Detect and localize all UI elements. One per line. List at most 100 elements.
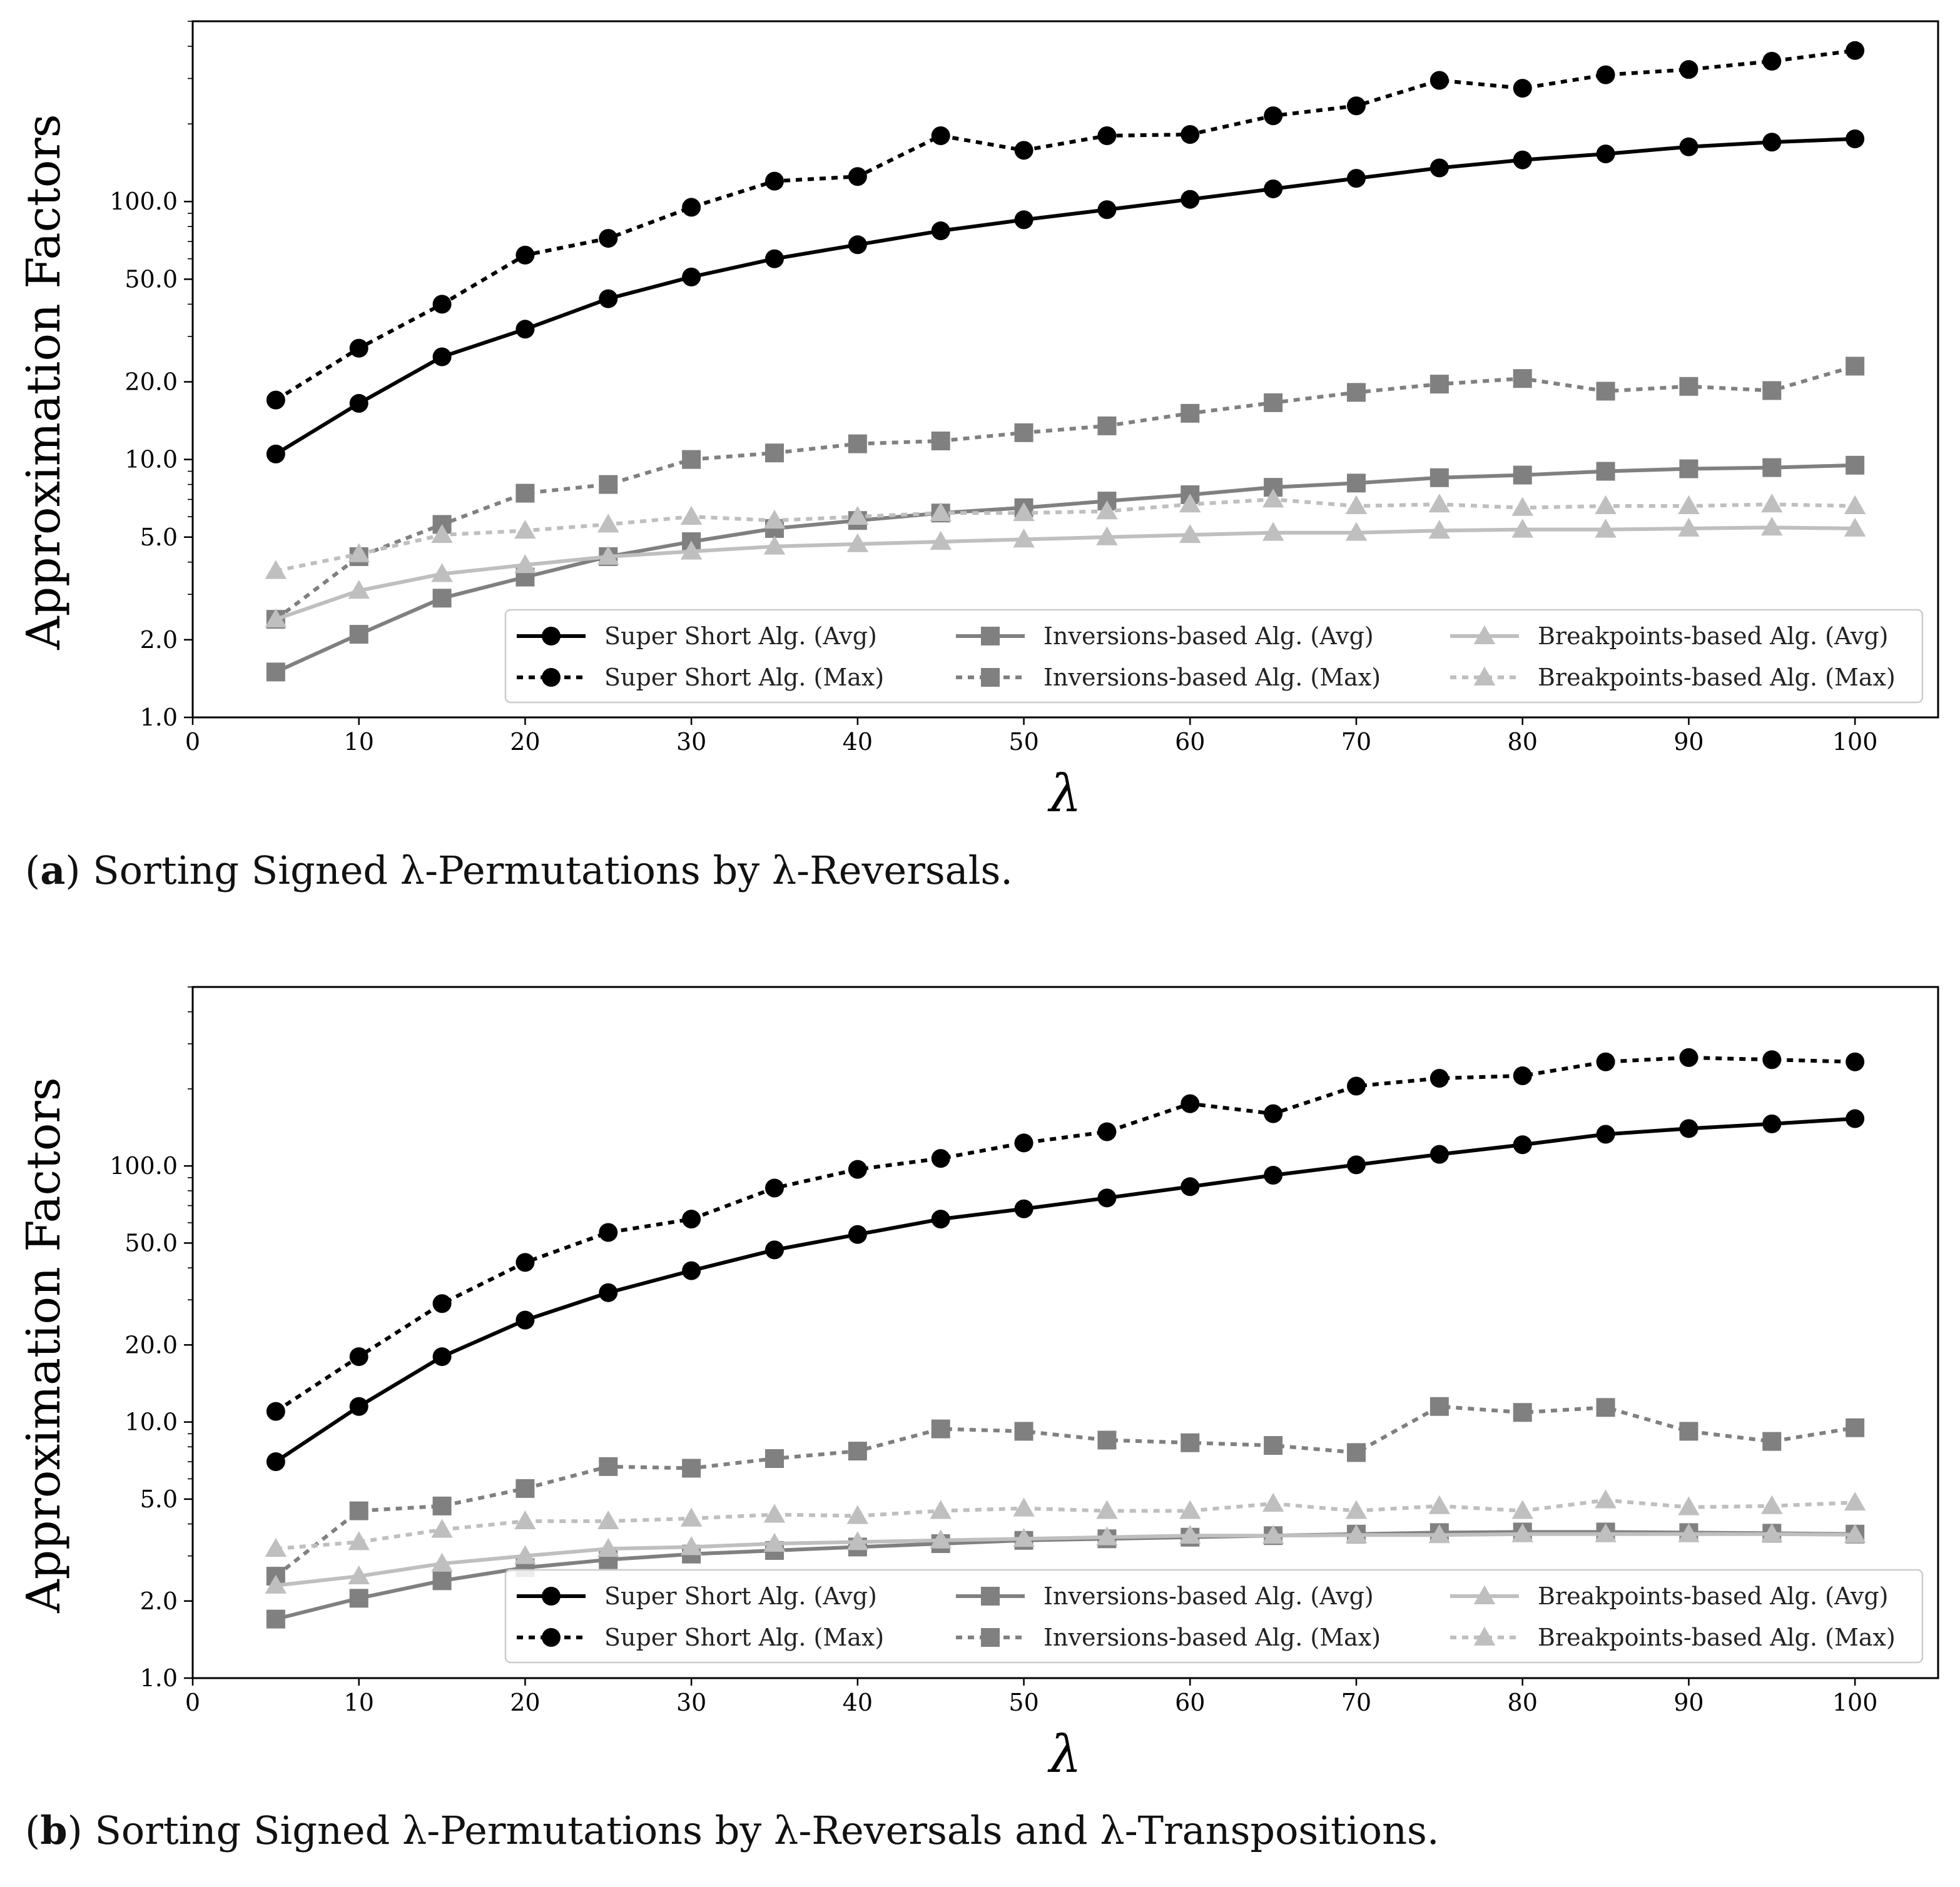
x-tick-label: 20 xyxy=(510,728,540,756)
y-axis-label: Approximation Factors xyxy=(17,114,71,650)
data-point xyxy=(682,450,701,469)
data-point xyxy=(1262,1524,1284,1544)
legend-label: Breakpoints-based Alg. (Max) xyxy=(1538,664,1896,691)
y-tick-label: 1.0 xyxy=(140,704,178,731)
data-point xyxy=(930,1500,952,1519)
data-point xyxy=(1596,1398,1615,1417)
x-tick-label: 20 xyxy=(510,1689,540,1716)
data-point xyxy=(349,625,368,644)
data-point xyxy=(848,1160,867,1179)
data-point xyxy=(515,1253,535,1272)
data-point xyxy=(1596,1125,1615,1144)
data-point xyxy=(1844,517,1866,537)
data-point xyxy=(1511,497,1533,516)
legend-marker xyxy=(981,627,1000,645)
data-point xyxy=(1096,1526,1118,1546)
data-point xyxy=(599,1283,618,1302)
x-tick-label: 0 xyxy=(185,728,200,756)
data-point xyxy=(431,524,453,544)
data-point xyxy=(1846,1052,1865,1071)
series-line xyxy=(275,1532,1856,1587)
y-axis-label: Approximation Factors xyxy=(17,1077,71,1613)
data-point xyxy=(848,1225,867,1244)
data-point xyxy=(1347,169,1366,188)
data-point xyxy=(1345,495,1368,514)
data-point xyxy=(514,1545,536,1564)
data-point xyxy=(1511,1500,1533,1519)
data-point xyxy=(848,167,867,186)
data-point xyxy=(1846,1418,1865,1437)
data-point xyxy=(1347,1443,1366,1462)
data-point xyxy=(1429,1145,1449,1164)
data-point xyxy=(266,444,285,463)
data-point xyxy=(1014,1422,1033,1441)
data-point xyxy=(765,171,784,191)
data-point xyxy=(266,1402,285,1421)
data-point xyxy=(1264,179,1283,198)
data-point xyxy=(1595,1489,1617,1509)
data-point xyxy=(514,554,536,574)
data-point xyxy=(265,560,287,579)
data-point xyxy=(1428,1524,1451,1544)
x-tick-label: 10 xyxy=(344,1689,374,1716)
data-point xyxy=(431,1519,453,1538)
series-line xyxy=(275,1498,1856,1551)
data-point xyxy=(1513,79,1532,98)
data-point xyxy=(1513,369,1532,388)
data-point xyxy=(349,1347,368,1367)
data-point xyxy=(348,543,370,562)
data-point xyxy=(1264,106,1283,126)
x-tick-label: 60 xyxy=(1175,1689,1205,1716)
data-point xyxy=(1762,458,1782,477)
legend-marker xyxy=(1473,625,1496,644)
data-point xyxy=(1179,524,1201,544)
legend-marker xyxy=(981,668,1000,687)
y-tick-label: 1.0 xyxy=(140,1664,178,1692)
data-point xyxy=(1181,1177,1200,1196)
data-point xyxy=(765,1178,784,1198)
data-point xyxy=(1679,1119,1698,1138)
data-point xyxy=(682,267,701,286)
data-point xyxy=(1097,126,1117,145)
data-point xyxy=(1347,1076,1366,1096)
data-point xyxy=(1844,1491,1866,1511)
data-point xyxy=(1679,459,1698,478)
data-point xyxy=(680,540,703,560)
data-point xyxy=(1264,393,1283,412)
x-tick-label: 10 xyxy=(344,728,374,756)
data-point xyxy=(1347,1155,1366,1175)
data-point xyxy=(1014,1133,1033,1153)
legend-marker xyxy=(542,1587,561,1606)
data-point xyxy=(1181,124,1200,144)
data-point xyxy=(930,1529,952,1549)
data-point xyxy=(515,245,535,265)
data-point xyxy=(349,338,368,358)
x-tick-label: 60 xyxy=(1175,728,1205,756)
data-point xyxy=(931,1149,950,1168)
data-point xyxy=(432,295,452,314)
y-tick-label: 20.0 xyxy=(124,1331,178,1358)
y-tick-label: 100.0 xyxy=(109,188,178,215)
data-point xyxy=(1429,468,1449,487)
caption-b-text: ) Sorting Signed λ-Permutations by λ-Rev… xyxy=(67,1808,1440,1853)
legend-marker xyxy=(1473,1626,1496,1646)
data-point xyxy=(1761,517,1783,536)
data-point xyxy=(1429,375,1449,394)
legend-label: Super Short Alg. (Max) xyxy=(604,664,884,691)
data-point xyxy=(266,1452,285,1472)
data-point xyxy=(1347,383,1366,402)
y-tick-label: 5.0 xyxy=(140,1485,178,1513)
data-point xyxy=(763,535,786,555)
data-point xyxy=(1179,1500,1201,1519)
series-line xyxy=(275,364,1856,621)
data-point xyxy=(1762,1050,1782,1070)
data-point xyxy=(682,198,701,217)
data-point xyxy=(763,1532,786,1552)
x-tick-label: 80 xyxy=(1508,1689,1538,1716)
data-point xyxy=(682,1459,701,1478)
caption-a-text: ) Sorting Signed λ-Permutations by λ-Rev… xyxy=(65,847,1013,893)
data-point xyxy=(1097,1188,1117,1208)
x-tick-label: 90 xyxy=(1673,728,1704,756)
data-point xyxy=(1846,41,1865,60)
data-point xyxy=(1844,1524,1866,1543)
